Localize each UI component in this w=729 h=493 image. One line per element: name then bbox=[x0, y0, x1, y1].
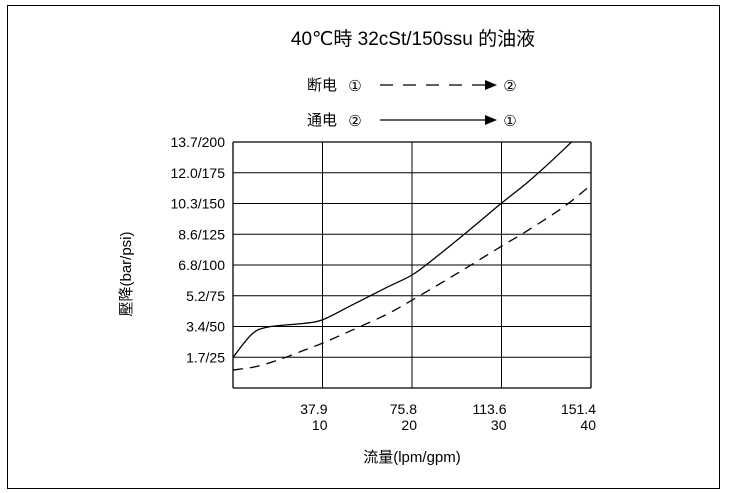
x-tick-label: 75.8 bbox=[390, 401, 417, 417]
x-tick-label: 113.6 bbox=[473, 401, 507, 417]
x-tick-label-secondary: 40 bbox=[580, 417, 596, 433]
x-tick-label: 151.4 bbox=[561, 401, 596, 417]
y-tick-labels: 1.7/25 3.4/50 5.2/75 6.8/100 8.6/125 10.3/150… bbox=[171, 134, 226, 365]
chart-frame bbox=[7, 5, 720, 489]
legend-label: 通电 bbox=[307, 112, 337, 129]
legend-arrowhead bbox=[485, 80, 497, 90]
legend-to-marker: ① bbox=[503, 113, 516, 130]
legend-label: 断电 bbox=[307, 77, 337, 94]
y-tick-label: 3.4/50 bbox=[186, 319, 225, 335]
series-line-dashed bbox=[233, 184, 591, 371]
x-tick-label-secondary: 30 bbox=[491, 417, 507, 433]
chart-grid bbox=[232, 141, 592, 389]
chart-title: 40℃時 32cSt/150ssu 的油液 bbox=[291, 28, 535, 50]
chart-series bbox=[233, 142, 591, 371]
x-tick-label-secondary: 20 bbox=[401, 417, 417, 433]
x-tick-label-secondary: 10 bbox=[312, 417, 328, 433]
series-line-solid bbox=[233, 142, 573, 358]
y-tick-label: 13.7/200 bbox=[171, 134, 226, 150]
y-tick-label: 12.0/175 bbox=[171, 165, 226, 181]
legend-arrowhead bbox=[485, 115, 497, 125]
y-tick-label: 1.7/25 bbox=[186, 349, 225, 365]
y-axis-label: 壓降(bar/psi) bbox=[118, 231, 135, 316]
legend: 断电 ① ② 通电 ② ① bbox=[307, 77, 517, 130]
y-tick-label: 8.6/125 bbox=[178, 226, 225, 242]
y-tick-label: 5.2/75 bbox=[186, 288, 225, 304]
legend-to-marker: ② bbox=[503, 78, 516, 95]
y-tick-label: 6.8/100 bbox=[178, 257, 225, 273]
legend-from-marker: ① bbox=[348, 78, 361, 95]
x-tick-labels: 37.910 75.820 113.630 151.440 bbox=[300, 401, 596, 433]
y-tick-label: 10.3/150 bbox=[171, 196, 226, 212]
x-tick-label: 37.9 bbox=[300, 401, 327, 417]
legend-from-marker: ② bbox=[348, 113, 361, 130]
x-axis-label: 流量(lpm/gpm) bbox=[363, 449, 461, 466]
